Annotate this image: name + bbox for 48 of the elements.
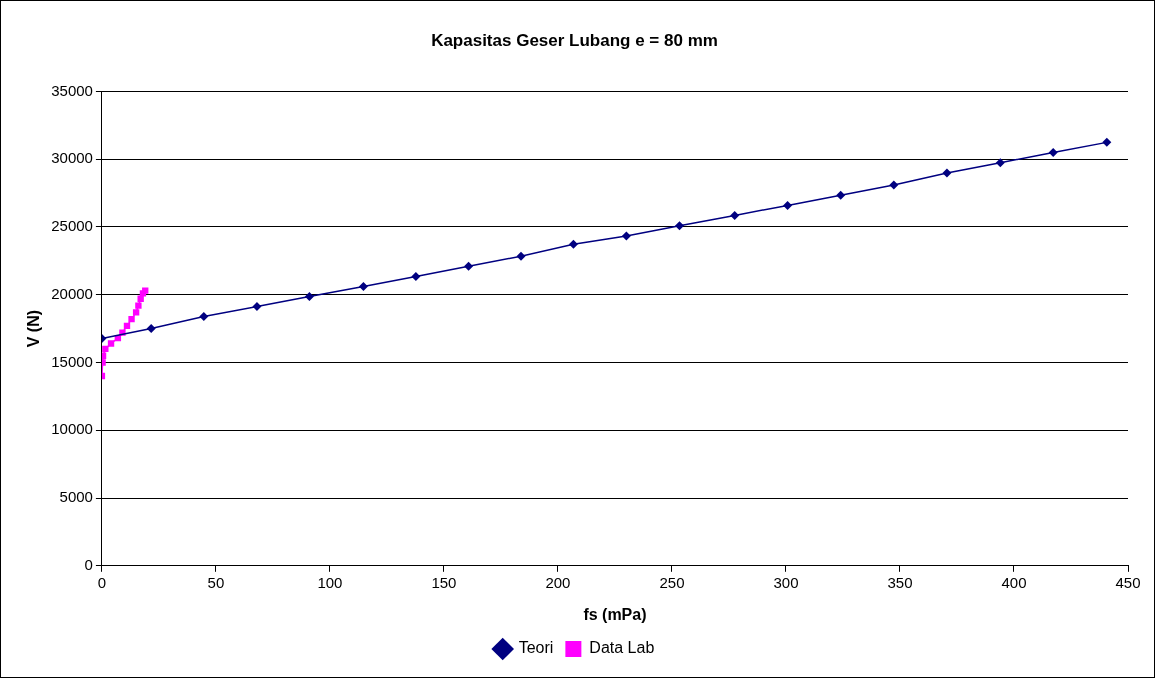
point (995, 158, 1005, 168)
point (889, 180, 899, 190)
point (730, 210, 740, 220)
point (132, 309, 140, 316)
x-tick-label: 200 (545, 573, 571, 591)
point (135, 302, 142, 309)
point (411, 271, 421, 281)
point (252, 302, 262, 312)
x-tick-label: 0 (97, 573, 107, 591)
y-tick-label: 20000 (51, 284, 93, 302)
point (199, 312, 209, 322)
point (621, 231, 631, 241)
point (304, 291, 314, 301)
point (516, 251, 526, 261)
point (107, 340, 115, 347)
point (101, 359, 106, 366)
x-tick-label: 400 (1001, 573, 1027, 591)
y-tick-label: 30000 (51, 149, 93, 167)
legend-label: Teori (518, 639, 554, 657)
x-tick-label: 450 (1115, 573, 1141, 591)
x-axis-title: fs (mPa) (583, 605, 647, 623)
point (783, 200, 793, 210)
legend-label: Data Lab (589, 639, 655, 657)
point (358, 281, 368, 291)
y-tick-label: 15000 (51, 352, 93, 370)
y-tick-label: 5000 (59, 488, 93, 506)
point (836, 190, 846, 200)
y-axis-title: V (N) (25, 309, 43, 348)
point (128, 315, 135, 323)
point (674, 221, 684, 231)
point (942, 168, 952, 178)
x-tick-label: 100 (317, 573, 343, 591)
point (102, 345, 109, 353)
x-tick-label: 300 (773, 573, 799, 591)
y-tick-label: 35000 (51, 81, 93, 99)
point (568, 239, 578, 249)
y-tick-label: 25000 (51, 217, 93, 235)
point (146, 323, 156, 333)
point (464, 261, 474, 271)
point (1102, 137, 1112, 147)
point (1048, 147, 1058, 157)
x-tick-label: 350 (887, 573, 913, 591)
x-tick-label: 150 (431, 573, 457, 591)
y-tick-label: 0 (84, 555, 93, 573)
y-tick-label: 10000 (51, 420, 93, 438)
chart-title: Kapasitas Geser Lubang e = 80 mm (431, 30, 718, 50)
x-tick-label: 250 (659, 573, 685, 591)
x-tick-label: 50 (207, 573, 225, 591)
